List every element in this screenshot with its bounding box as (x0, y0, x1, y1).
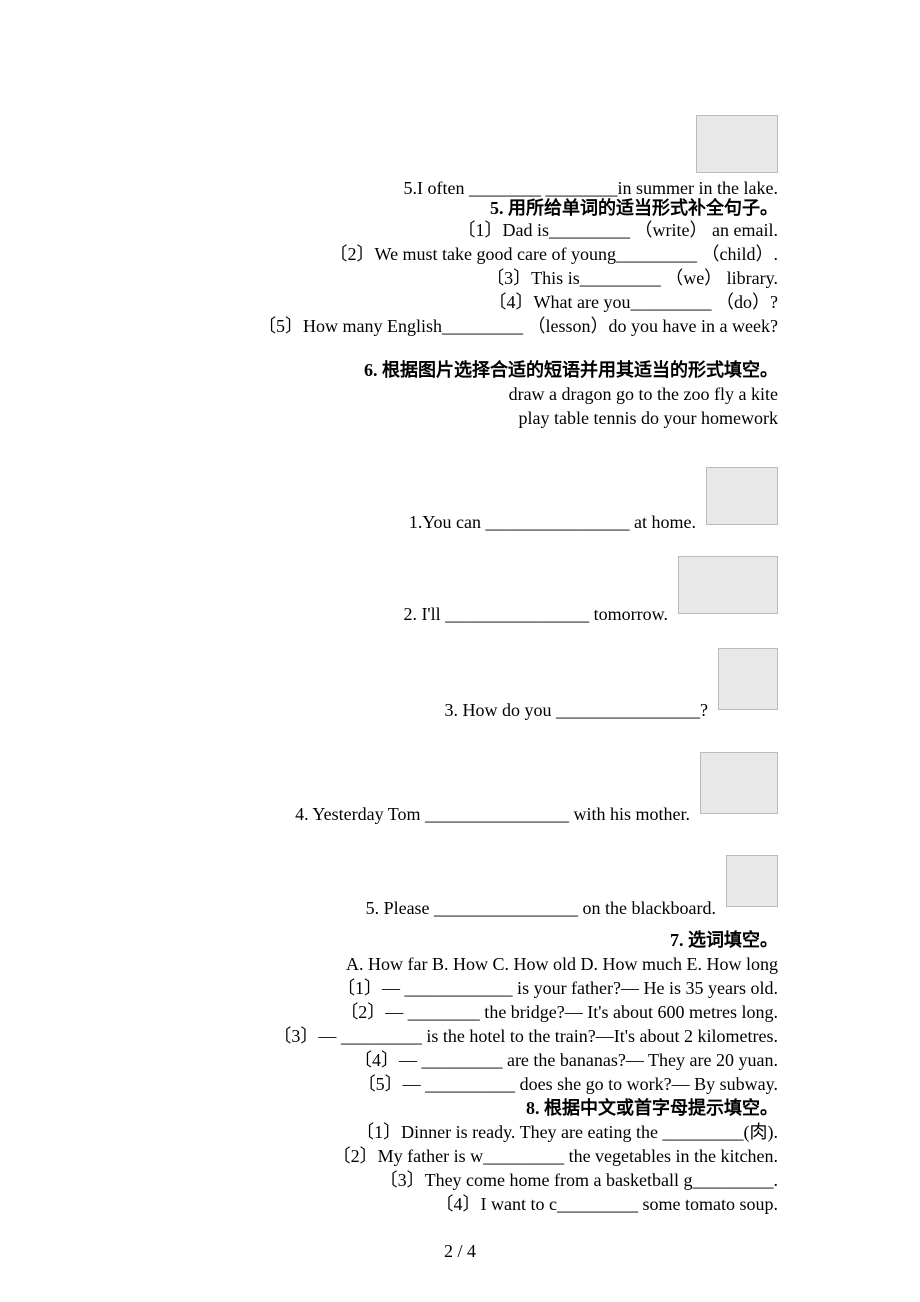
q6-item2: 2. I'll ________________ tomorrow. (403, 600, 668, 629)
page-number: 2 / 4 (0, 1241, 920, 1262)
illustration-homework (706, 467, 778, 525)
q6-item1: 1.You can ________________ at home. (409, 508, 696, 537)
illustration-table-tennis (678, 556, 778, 614)
illustration-zoo (700, 752, 778, 814)
q8-item4: 〔4〕I want to c_________ some tomato soup… (436, 1190, 778, 1219)
q6-item5: 5. Please ________________ on the blackb… (366, 894, 716, 923)
illustration-kite (718, 648, 778, 710)
q6-options-line2: play table tennis do your homework (519, 404, 778, 433)
q6-item3: 3. How do you ________________? (445, 696, 709, 725)
q5-item5: 〔5〕How many English_________ （lesson）do … (258, 312, 778, 341)
q6-item4: 4. Yesterday Tom ________________ with h… (295, 800, 690, 829)
illustration-dragon (726, 855, 778, 907)
illustration-swim (696, 115, 778, 173)
